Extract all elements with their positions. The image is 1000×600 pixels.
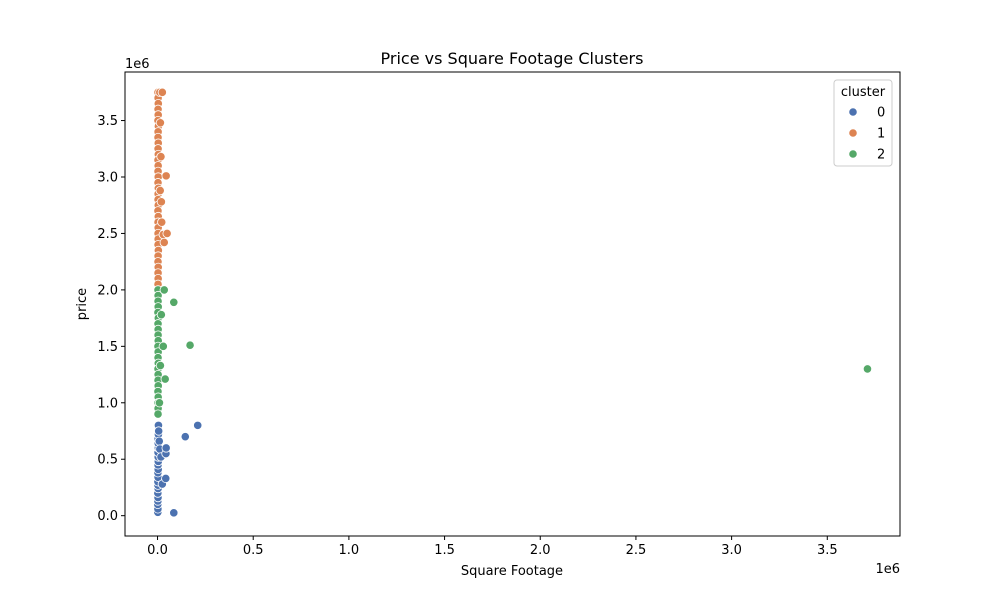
x-axis-offset-text: 1e6 (875, 562, 900, 577)
x-axis-ticks: 0.0 0.5 1.0 1.5 2.0 2.5 3.0 3.5 (147, 536, 838, 558)
data-point-cluster-2 (862, 364, 873, 374)
legend: cluster 0 1 2 (833, 79, 893, 167)
data-point-cluster-2 (185, 340, 195, 350)
legend-label-2: 2 (877, 148, 885, 163)
y-tick-label: 1.0 (97, 396, 118, 411)
y-axis-ticks: 0.0 0.5 1.0 1.5 2.0 2.5 3.0 3.5 (97, 114, 125, 524)
data-point-cluster-1 (161, 171, 171, 181)
legend-marker-0 (848, 107, 858, 117)
data-point-cluster-1 (157, 217, 167, 227)
plot-frame (124, 71, 901, 537)
data-point-cluster-2 (160, 374, 170, 384)
legend-label-1: 1 (877, 127, 885, 142)
data-point-cluster-2 (169, 297, 179, 307)
x-tick-label: 3.5 (817, 543, 838, 558)
legend-title: cluster (841, 85, 886, 100)
data-point-cluster-0 (161, 443, 171, 453)
data-point-cluster-2 (154, 398, 165, 408)
x-tick-label: 0.0 (147, 543, 168, 558)
data-point-cluster-1 (156, 197, 166, 207)
data-point-cluster-1 (159, 237, 169, 248)
data-point-cluster-2 (153, 409, 163, 419)
y-axis-label: price (75, 288, 90, 320)
x-tick-label: 2.0 (530, 543, 551, 558)
data-point-cluster-0 (154, 426, 164, 436)
data-point-cluster-1 (157, 87, 167, 97)
y-tick-label: 2.5 (97, 227, 118, 242)
y-tick-label: 0.0 (97, 509, 118, 524)
y-tick-label: 0.5 (97, 453, 118, 468)
x-tick-label: 1.5 (434, 543, 455, 558)
y-axis-offset-text: 1e6 (125, 57, 150, 72)
x-axis-label: Square Footage (461, 564, 563, 579)
data-point-cluster-2 (155, 360, 166, 371)
x-tick-label: 3.0 (721, 543, 742, 558)
points-layer (153, 87, 873, 518)
data-point-cluster-0 (193, 420, 203, 430)
legend-marker-1 (848, 128, 858, 138)
x-tick-label: 0.5 (243, 543, 264, 558)
data-point-cluster-1 (156, 152, 166, 162)
chart-title: Price vs Square Footage Clusters (381, 49, 644, 68)
data-point-cluster-0 (169, 508, 179, 518)
data-point-cluster-2 (156, 310, 166, 320)
data-point-cluster-1 (155, 185, 165, 196)
data-point-cluster-1 (162, 228, 172, 239)
y-tick-label: 1.5 (97, 340, 118, 355)
x-tick-label: 2.5 (626, 543, 647, 558)
data-point-cluster-0 (154, 436, 164, 446)
data-point-cluster-2 (158, 341, 168, 351)
data-point-cluster-1 (155, 118, 166, 128)
legend-box (833, 79, 893, 167)
y-tick-label: 3.0 (97, 170, 118, 185)
data-point-cluster-2 (159, 285, 169, 295)
x-tick-label: 1.0 (339, 543, 360, 558)
y-tick-label: 3.5 (97, 114, 118, 129)
y-tick-label: 2.0 (97, 283, 118, 298)
legend-marker-2 (848, 149, 858, 159)
data-point-cluster-0 (161, 473, 171, 484)
data-point-cluster-0 (180, 432, 190, 442)
legend-items: 0 1 2 (848, 106, 885, 163)
legend-label-0: 0 (877, 106, 885, 121)
